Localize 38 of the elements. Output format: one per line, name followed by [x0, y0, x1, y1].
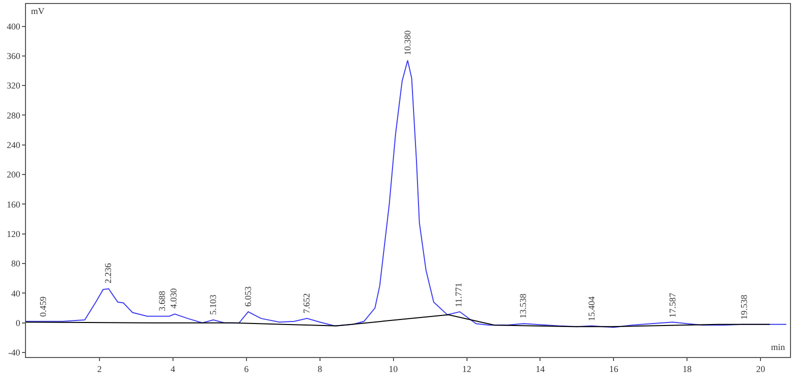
annotation: 4.030: [168, 288, 179, 309]
x-axis-title: min: [771, 342, 786, 352]
y-tick-label: 160: [6, 199, 21, 210]
line-series: [26, 60, 787, 328]
x-tick-label: 6: [244, 364, 250, 374]
y-tick-label: 320: [6, 80, 21, 91]
annotation: 6.053: [243, 286, 254, 307]
y-axis-title: mV: [31, 6, 45, 16]
x-tick-label: 14: [536, 364, 546, 374]
annotation: 10.380: [402, 30, 412, 56]
x-tick-label: 10: [388, 364, 398, 374]
annotation: 11.771: [454, 282, 464, 308]
y-tick-label: 280: [6, 110, 21, 120]
annotation: 13.538: [518, 293, 528, 318]
annotation: 17.587: [667, 292, 678, 318]
x-tick-label: 2: [97, 364, 102, 374]
annotation: 19.538: [738, 294, 749, 320]
x-tick-label: 8: [318, 364, 323, 374]
x-tick-label: 20: [756, 364, 766, 374]
annotation: 3.688: [156, 290, 167, 312]
y-tick-label: 0: [16, 318, 21, 328]
annotation: 5.103: [208, 294, 218, 315]
y-tick-label: 400: [6, 21, 21, 32]
y-tick-label: 240: [6, 140, 21, 150]
x-tick-label: 4: [170, 364, 176, 374]
x-tick-label: 18: [682, 364, 692, 374]
y-tick-label: 80: [11, 258, 21, 269]
x-tick-label: 12: [462, 364, 472, 374]
annotation: 7.652: [302, 293, 312, 314]
y-tick-label: 200: [6, 170, 21, 180]
y-tick-label: 360: [6, 51, 21, 62]
annotation: 15.404: [586, 296, 596, 322]
annotation: 2.236: [102, 262, 113, 284]
y-tick-label: 40: [11, 288, 21, 298]
y-tick-label: -40: [8, 348, 21, 358]
x-tick-label: 16: [609, 364, 619, 374]
y-tick-label: 120: [6, 229, 21, 240]
annotation: 0.459: [38, 296, 48, 317]
